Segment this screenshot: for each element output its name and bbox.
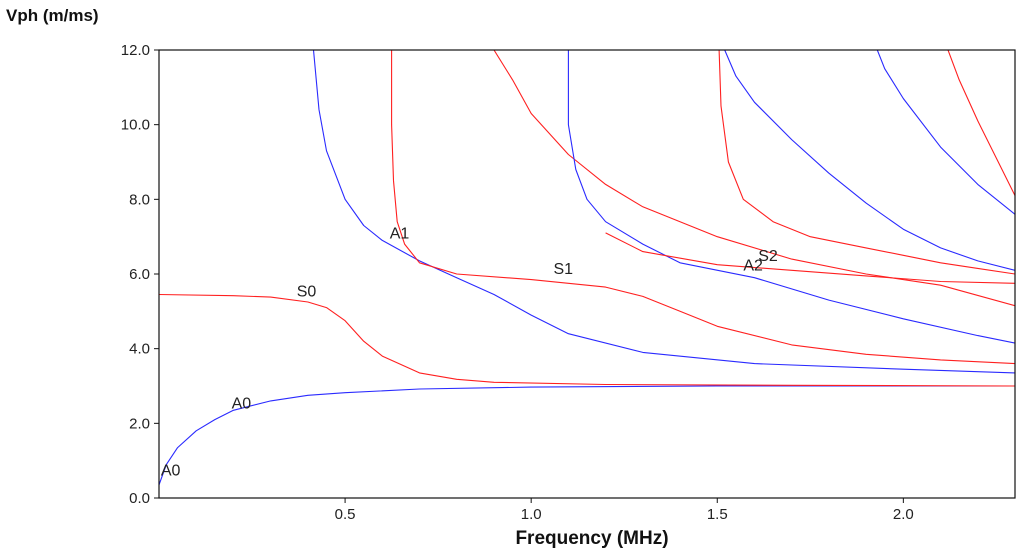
curve-label-s2: S2 [758,248,778,265]
dispersion-curve-8 [724,50,1015,271]
curve-label-s1: S1 [554,261,574,278]
dispersion-curve-1 [159,385,1015,486]
curves-layer [159,50,1015,486]
y-tick-label: 8.0 [129,191,150,208]
plot-frame [158,49,1016,499]
y-axis-title: Vph (m/ms) [6,6,99,25]
y-tick-label: 2.0 [129,415,150,432]
y-tick-label: 6.0 [129,266,150,283]
axis-ticks: 0.5 1.0 1.5 2.0 0.0 2.0 4.0 6.0 8.0 10.0 12.0 [121,42,914,523]
dispersion-curve-3 [312,50,1015,374]
x-tick-label: 1.5 [707,506,728,523]
x-tick-label: 1.0 [521,506,542,523]
y-tick-label: 4.0 [129,341,150,358]
dispersion-curve-11 [605,232,1015,284]
dispersion-curve-7 [718,50,1015,275]
curve-label-s0: S0 [297,283,317,300]
dispersion-curve-9 [876,50,1015,215]
y-tick-label: 12.0 [121,42,150,59]
y-tick-label: 0.0 [129,490,150,507]
dispersion-curve-2 [159,293,1015,387]
x-tick-label: 0.5 [335,506,356,523]
curve-label-a0: A0 [161,463,181,480]
x-tick-label: 2.0 [893,506,914,523]
x-axis-title: Frequency (MHz) [515,528,669,549]
dispersion-curve-10 [947,50,1015,196]
curve-label-a0: A0 [232,395,252,412]
y-tick-label: 10.0 [121,117,150,134]
curve-label-a1: A1 [390,226,410,243]
dispersion-curve-4 [391,50,1015,365]
dispersion-curve-6 [567,50,1015,344]
curve-label-a2: A2 [743,257,763,274]
